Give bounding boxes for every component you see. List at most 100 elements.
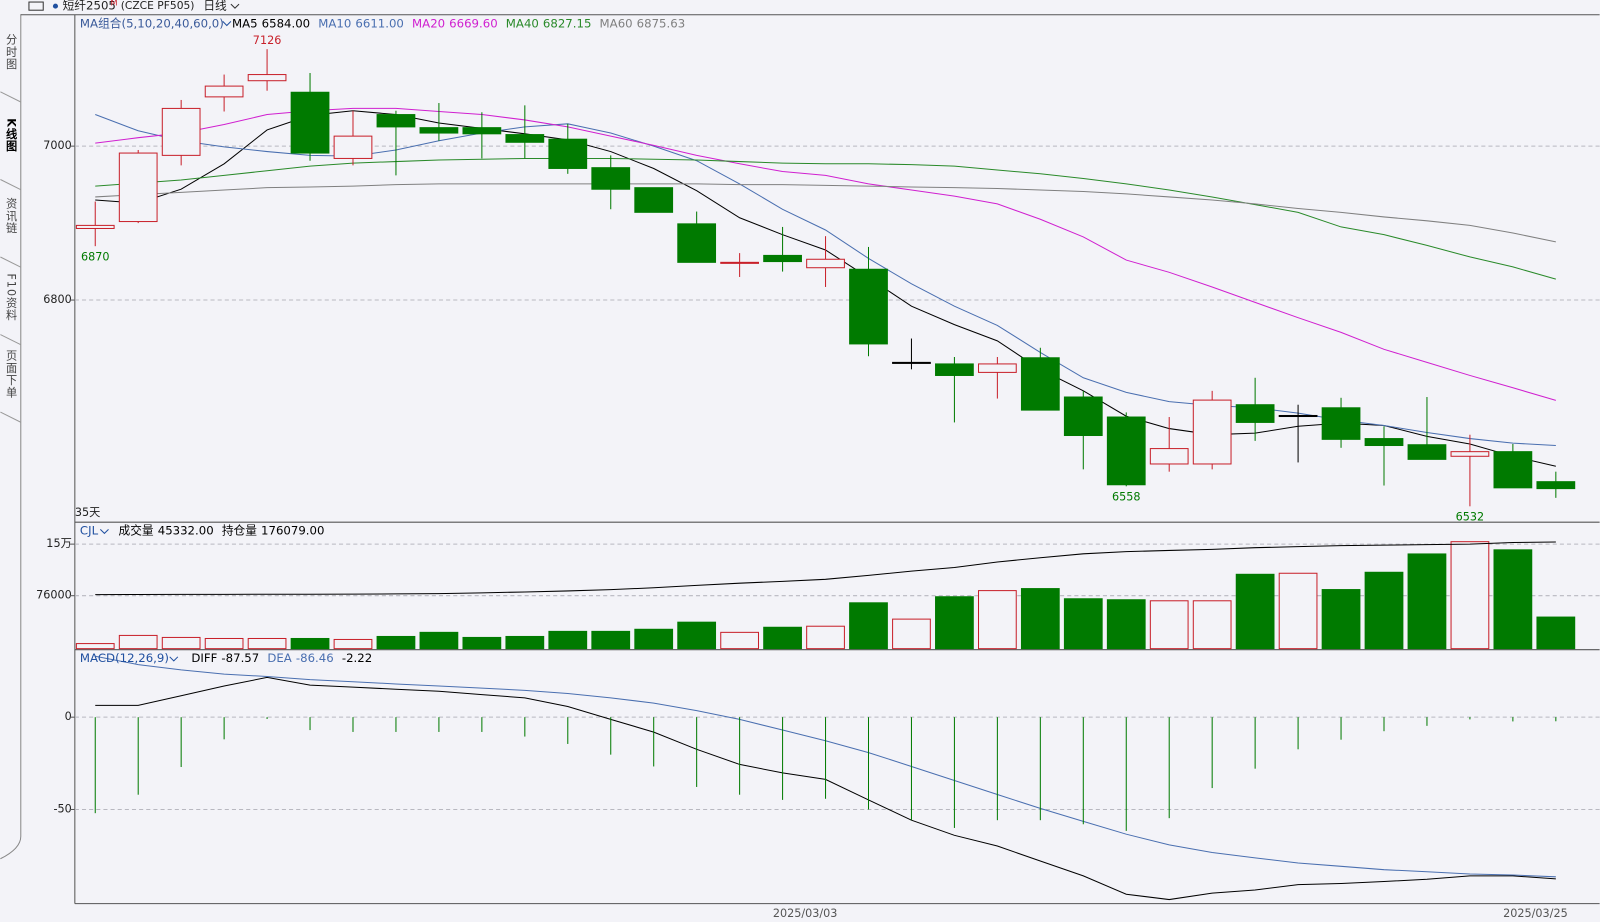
symbol[interactable]: 短纤2505 — [63, 0, 116, 13]
legend-item: -86.46 — [296, 650, 334, 664]
legend-item: -2.22 — [342, 650, 372, 664]
volume-bar — [677, 621, 717, 650]
candle-body — [763, 254, 802, 263]
legend-item: MA40 — [506, 16, 539, 30]
legend-item: CJL — [80, 523, 99, 537]
candle-body — [548, 138, 588, 169]
legend: CJL 成交量 45332.00 持仓量 176079.00 — [80, 523, 324, 537]
candle-body — [462, 127, 502, 135]
candle-body — [1106, 416, 1146, 486]
volume-bar — [720, 631, 759, 650]
candle-body — [75, 224, 115, 229]
plot: 6800 7000 7126 6870 6558 6532 MA组合(5,10,20,40,… — [36, 16, 1600, 920]
candle-body — [118, 152, 158, 223]
candle-body — [1192, 399, 1232, 465]
candle-body — [806, 258, 845, 269]
volume-bar — [376, 635, 416, 650]
dropdown[interactable] — [99, 528, 109, 535]
volume-bar — [1149, 600, 1189, 650]
volume-bar — [333, 638, 373, 650]
candle-body — [1321, 407, 1361, 440]
legend-item: MA60 — [600, 16, 633, 30]
legend-item: 6611.00 — [355, 16, 403, 30]
tab[interactable]: 页面下单 — [5, 350, 18, 399]
volume-bar — [763, 626, 802, 650]
tab[interactable]: 分时图 — [5, 34, 18, 71]
legend-item: MA5 — [232, 16, 258, 30]
tab[interactable]: 资讯链 — [5, 198, 18, 235]
volume-bar — [591, 630, 631, 650]
y-tick-label: 15万 — [46, 537, 71, 550]
footnote: 35天 — [75, 506, 100, 519]
extreme-label: 6532 — [1456, 511, 1485, 524]
status-dot — [52, 3, 59, 9]
candle-body — [591, 167, 631, 190]
candle-body — [892, 361, 931, 364]
volume-bar — [1020, 588, 1060, 650]
legend-item: MA20 — [412, 16, 445, 30]
line — [95, 541, 1556, 596]
volume-bar — [1450, 541, 1490, 650]
volume-bar — [1235, 573, 1275, 650]
extreme-label: 6558 — [1112, 491, 1141, 504]
dropdown[interactable] — [169, 656, 179, 662]
tab-active[interactable]: K线图 — [5, 118, 18, 152]
volume-bar — [935, 596, 974, 650]
legend-item: 6669.60 — [449, 16, 497, 30]
legend-item: 6584.00 — [262, 16, 310, 30]
candle-body — [1407, 444, 1447, 460]
legend: MA组合(5,10,20,40,60,0) MA5 6584.00 MA10 6611.… — [80, 16, 685, 30]
volume-bar — [247, 637, 287, 650]
legend-item: 176079.00 — [261, 523, 324, 537]
legend-item: MA组合(5,10,20,40,60,0) — [80, 16, 224, 30]
volume-bar — [1364, 571, 1404, 650]
volume-bar — [204, 637, 244, 650]
y-tick-label: 6800 — [43, 293, 72, 306]
legend-item: MACD(12,26,9) — [80, 650, 169, 664]
volume-bar — [548, 630, 588, 650]
line — [95, 157, 1556, 280]
candle-body — [419, 127, 459, 134]
candle-body — [1364, 438, 1404, 447]
flag: M — [111, 0, 118, 8]
volume-bar — [1536, 616, 1576, 650]
extreme-label: 7126 — [253, 34, 282, 47]
y-tick-label: 7000 — [43, 139, 72, 152]
link-icon[interactable] — [28, 1, 44, 11]
sidebar-border — [0, 14, 22, 860]
legend-item: 6827.15 — [543, 16, 591, 30]
dropdown[interactable] — [222, 21, 232, 27]
candle-body — [505, 134, 545, 143]
volume-bar — [634, 628, 674, 650]
panel-frame — [20, 14, 1600, 905]
line — [95, 183, 1556, 243]
legend-item: MA10 — [318, 16, 351, 30]
volume-bar — [892, 618, 931, 650]
candle-body — [977, 363, 1017, 373]
tab[interactable]: F10资料 — [5, 273, 18, 321]
volume-bar — [161, 636, 201, 650]
volume-bar — [1192, 600, 1232, 650]
x-tick-label: 2025/03/03 — [773, 907, 838, 920]
legend-item: DEA — [267, 650, 291, 664]
candle-body — [720, 261, 759, 264]
candle-body — [1278, 414, 1318, 418]
candle-body — [677, 223, 717, 263]
period[interactable]: 日线 — [203, 0, 227, 13]
volume-bar — [977, 590, 1017, 650]
volume-bar — [806, 625, 845, 650]
volume-bar — [505, 635, 545, 650]
candle-body — [935, 363, 974, 376]
volume-bar — [75, 643, 115, 650]
candle-body — [1235, 404, 1275, 423]
code: (CZCE PF505) — [121, 0, 195, 12]
legend-item: DIFF — [191, 650, 217, 664]
volume-bar — [849, 602, 888, 650]
candle-body — [247, 74, 287, 82]
legend-item: 持仓量 — [222, 523, 257, 537]
period-chevron[interactable] — [230, 3, 240, 9]
legend-item: 成交量 — [119, 523, 154, 537]
candle-body — [376, 114, 416, 128]
volume-bar — [1493, 549, 1533, 650]
